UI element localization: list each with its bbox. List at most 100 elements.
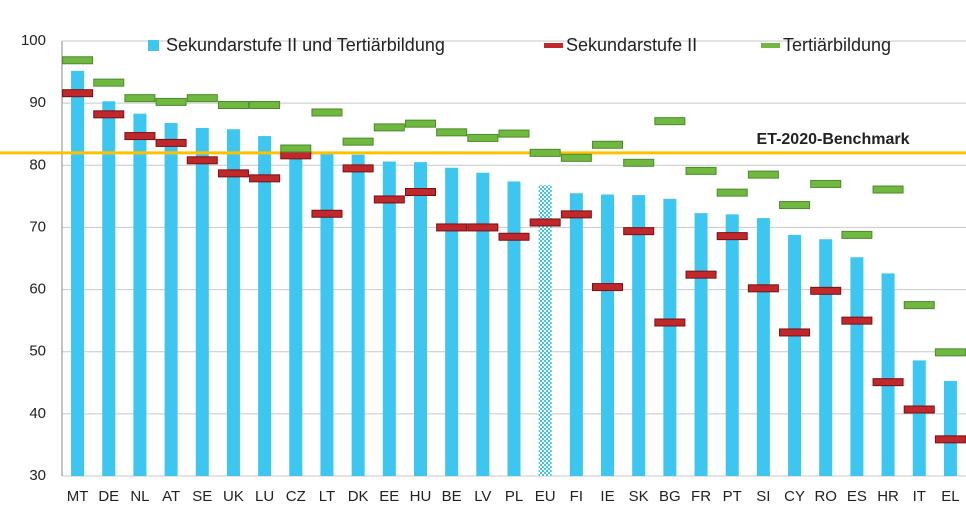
marker <box>810 286 842 295</box>
bar <box>601 194 615 476</box>
marker <box>373 123 405 132</box>
bar <box>725 214 739 476</box>
bar <box>258 136 272 477</box>
marker <box>716 232 748 241</box>
marker <box>373 195 405 204</box>
marker <box>779 328 811 337</box>
marker <box>467 223 499 232</box>
x-tick-label: LU <box>255 488 274 505</box>
bar <box>226 129 240 476</box>
marker <box>93 110 125 119</box>
marker <box>654 117 686 126</box>
bar <box>756 218 770 476</box>
marker <box>747 170 779 179</box>
x-tick-label: BE <box>442 488 462 505</box>
benchmark-label: ET-2020-Benchmark <box>757 131 910 148</box>
x-tick-label: FR <box>691 488 711 505</box>
x-tick-label: RO <box>814 488 837 505</box>
marker <box>62 89 94 98</box>
bar <box>788 234 802 476</box>
bar <box>71 70 85 476</box>
x-tick-label: IE <box>600 488 614 505</box>
marker <box>498 129 530 138</box>
marker <box>436 223 468 232</box>
marker <box>623 158 655 167</box>
x-tick-label: LV <box>474 488 491 505</box>
x-tick-label: AT <box>162 488 180 505</box>
marker <box>280 151 312 160</box>
marker <box>841 316 873 325</box>
marker <box>249 101 281 110</box>
marker <box>934 348 966 357</box>
bar <box>413 162 427 476</box>
x-tick-label: HU <box>410 488 432 505</box>
y-tick-label: 30 <box>29 467 46 484</box>
bar <box>102 101 116 477</box>
y-tick-label: 100 <box>21 32 46 49</box>
marker <box>217 101 249 110</box>
marker <box>280 144 312 153</box>
bar <box>289 155 303 477</box>
marker <box>186 94 218 103</box>
marker <box>436 128 468 137</box>
bar <box>476 172 490 476</box>
bar <box>351 154 365 476</box>
x-tick-label: SK <box>629 488 649 505</box>
bar <box>819 239 833 476</box>
marker <box>155 97 187 106</box>
marker <box>872 378 904 387</box>
marker <box>716 188 748 197</box>
bar <box>133 113 147 476</box>
marker <box>155 138 187 147</box>
y-tick-label: 80 <box>29 156 46 173</box>
marker <box>311 108 343 117</box>
x-tick-label: DK <box>348 488 369 505</box>
marker <box>124 132 156 141</box>
x-tick-label: PT <box>723 488 742 505</box>
bar <box>850 257 864 476</box>
marker <box>186 156 218 165</box>
marker <box>62 56 94 65</box>
marker <box>779 201 811 210</box>
x-tick-label: MT <box>67 488 89 505</box>
marker <box>810 179 842 188</box>
legend-swatch <box>148 40 159 51</box>
x-tick-label: EE <box>379 488 399 505</box>
marker <box>498 232 530 241</box>
marker <box>467 133 499 142</box>
legend-label: Tertiärbildung <box>783 35 891 55</box>
x-tick-label: NL <box>130 488 149 505</box>
marker <box>93 78 125 87</box>
marker <box>342 137 374 146</box>
y-tick-label: 40 <box>29 405 46 422</box>
marker <box>623 227 655 236</box>
bar <box>569 193 583 476</box>
y-tick-label: 50 <box>29 343 46 360</box>
x-tick-label: EU <box>535 488 556 505</box>
marker <box>404 119 436 128</box>
legend-swatch <box>761 43 780 48</box>
marker <box>685 270 717 279</box>
x-tick-label: CY <box>784 488 805 505</box>
bar <box>912 360 926 476</box>
marker <box>249 174 281 183</box>
marker <box>934 435 966 444</box>
marker <box>124 94 156 103</box>
marker <box>654 318 686 327</box>
legend-label: Sekundarstufe II und Tertiärbildung <box>166 35 445 55</box>
x-tick-label: BG <box>659 488 681 505</box>
bar <box>445 167 459 476</box>
marker <box>872 185 904 194</box>
legend-swatch <box>544 43 563 48</box>
marker <box>560 210 592 219</box>
x-tick-label: HR <box>877 488 899 505</box>
marker <box>592 140 624 149</box>
bar <box>320 154 334 476</box>
marker <box>560 153 592 162</box>
marker <box>903 405 935 414</box>
y-tick-label: 70 <box>29 218 46 235</box>
marker <box>529 218 561 227</box>
bar <box>164 123 178 477</box>
x-tick-label: ES <box>847 488 867 505</box>
